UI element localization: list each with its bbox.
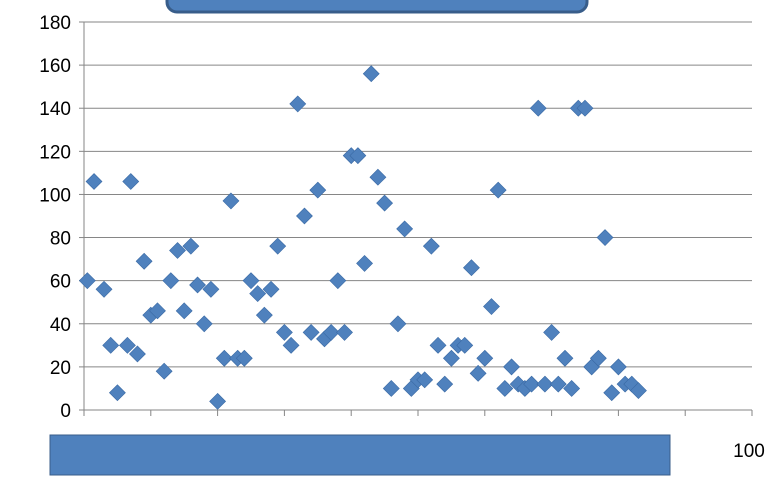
data-point [362,65,380,83]
data-point [209,392,227,410]
data-point [503,358,520,376]
data-point [630,382,647,400]
data-point [108,384,126,402]
y-tick-label: 160 [39,56,71,77]
data-point [369,168,387,186]
data-point [269,237,287,255]
y-tick-label: 20 [50,358,71,379]
data-point [249,285,267,303]
data-point [202,280,220,298]
data-point [389,315,407,333]
data-point [182,237,200,255]
data-point [189,276,206,294]
data-point [255,306,273,324]
data-point [543,323,561,341]
data-point [336,323,353,341]
data-point [603,384,621,402]
data-point [195,315,213,333]
data-point [436,375,454,393]
data-point [349,147,367,165]
data-point [429,336,447,354]
y-tick-label: 40 [50,315,71,336]
data-point [95,280,113,298]
data-point [489,181,507,199]
data-point [262,280,280,298]
data-point [122,173,140,190]
data-point [289,95,307,113]
data-point [296,207,313,225]
data-point [556,349,574,367]
title-box [165,0,589,14]
data-point [215,349,233,367]
data-points [78,65,647,410]
data-point [155,362,173,380]
data-point [102,336,120,354]
data-point [576,99,594,117]
data-point [496,380,514,397]
data-point [609,358,627,376]
data-point [322,323,340,341]
y-tick-label: 100 [39,185,71,206]
data-point [463,259,480,277]
data-point [536,375,554,393]
y-tick-label: 120 [39,142,71,163]
y-tick-label: 80 [50,229,71,250]
data-point [523,375,540,393]
data-point [549,375,567,393]
data-point [483,298,500,315]
data-point [162,272,180,290]
data-point [242,272,260,290]
data-point [275,323,293,341]
data-point [442,349,460,367]
x-axis-tick-labels: 100 [733,441,765,462]
data-point [469,364,487,382]
data-point [222,192,240,210]
y-axis-tick-labels: 0 20 40 60 80 100 120 140 160 180 [39,13,71,422]
x-axis-title-box [49,434,671,476]
data-point [309,181,327,199]
data-point [169,242,186,259]
data-point [382,380,400,397]
data-point [396,220,414,238]
data-point [376,194,394,212]
data-point [422,237,440,255]
data-point [235,349,253,367]
y-tick-label: 60 [50,272,71,293]
data-point [529,99,547,117]
data-point [302,323,320,341]
data-point [78,272,96,290]
data-point [356,254,373,272]
data-point [329,272,347,290]
data-point [476,349,494,367]
y-tick-label: 140 [39,99,71,120]
data-point [175,302,193,320]
y-tick-label: 0 [60,401,71,422]
data-point [563,380,581,397]
x-tick-label: 100 [733,441,765,462]
data-point [149,302,166,320]
data-point [416,371,434,389]
data-point [85,173,103,190]
data-point [135,252,153,270]
data-point [589,349,607,367]
data-point [596,229,614,246]
data-point [282,336,300,354]
data-point [129,345,146,363]
data-point [118,336,136,354]
data-point [456,336,474,354]
x-axis [79,21,753,416]
y-tick-label: 180 [39,13,71,34]
